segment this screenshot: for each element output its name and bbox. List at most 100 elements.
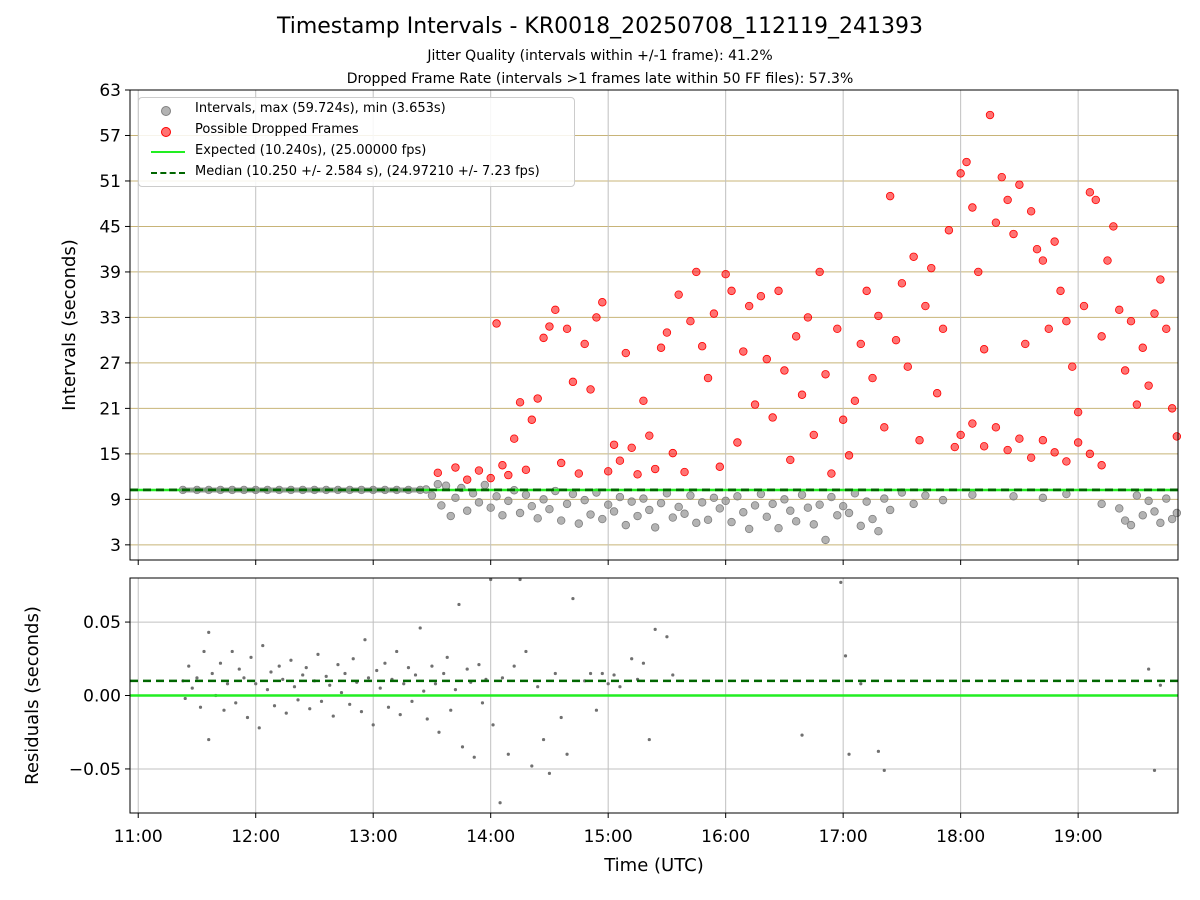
residual-point	[237, 667, 241, 671]
dropped-frame-point	[938, 324, 948, 333]
dropped-frame-point	[768, 413, 777, 422]
dropped-frame-point	[615, 456, 625, 465]
residual-point	[553, 671, 557, 676]
residual-point	[847, 752, 851, 756]
interval-point	[686, 491, 695, 500]
interval-point	[921, 491, 930, 500]
dropped-frame-point	[756, 291, 766, 301]
residual-point	[363, 638, 367, 642]
interval-point	[680, 509, 689, 518]
dropped-frame-point	[786, 455, 795, 465]
intervals-axes-frame	[129, 89, 1179, 561]
residual-point	[265, 688, 270, 692]
residual-point	[366, 676, 371, 680]
dropped-frame-subtitle: Dropped Frame Rate (intervals >1 frames …	[346, 71, 854, 87]
residual-point	[410, 699, 414, 703]
residuals-xtick-label: 12:00	[231, 827, 280, 847]
residual-point	[383, 661, 387, 665]
dropped-frame-point	[551, 305, 560, 315]
legend-label-intervals: Intervals, max (59.724s), min (3.653s)	[195, 101, 446, 116]
dropped-frame-point	[1009, 229, 1018, 239]
intervals-ylabel: Intervals (seconds)	[59, 239, 80, 411]
residual-point	[418, 626, 422, 630]
residual-point	[359, 710, 364, 714]
dropped-frame-point	[556, 458, 566, 468]
interval-point	[838, 501, 848, 511]
residual-point	[547, 771, 552, 775]
residual-point	[242, 676, 246, 680]
residual-point	[422, 689, 426, 693]
interval-point	[768, 499, 777, 509]
interval-point	[791, 517, 801, 526]
interval-point	[650, 523, 660, 532]
interval-point	[774, 523, 783, 533]
residuals-axes-frame	[129, 577, 1179, 814]
interval-point	[580, 495, 589, 505]
dropped-frame-point	[915, 436, 924, 445]
legend: Intervals, max (59.724s), min (3.653s) P…	[138, 97, 575, 187]
interval-point	[733, 492, 742, 501]
interval-point	[627, 497, 636, 506]
dropped-frame-point	[985, 110, 995, 120]
dropped-frame-point	[891, 335, 901, 345]
dropped-frame-point	[592, 313, 601, 322]
interval-point	[668, 513, 677, 522]
interval-point	[856, 521, 865, 531]
residuals-xtick-label: 18:00	[936, 827, 985, 847]
dropped-frame-point	[1044, 324, 1053, 333]
residual-point	[600, 671, 604, 676]
interval-point	[603, 500, 613, 509]
interval-point	[750, 501, 760, 510]
interval-point	[556, 516, 566, 525]
interval-point	[656, 498, 666, 508]
dropped-frame-point	[1091, 195, 1100, 205]
dropped-frame-point	[703, 373, 713, 383]
dropped-frame-point	[509, 434, 519, 443]
residual-point	[480, 701, 485, 705]
residual-point	[301, 673, 305, 677]
interval-point	[833, 511, 842, 520]
residual-point	[445, 655, 449, 659]
interval-point	[1156, 518, 1165, 528]
interval-point	[1115, 504, 1124, 513]
interval-point	[715, 504, 724, 513]
interval-point	[527, 501, 537, 511]
interval-point	[1126, 520, 1136, 530]
dropped-frame-point	[1144, 381, 1153, 390]
interval-point	[968, 490, 977, 500]
dropped-frame-point	[991, 423, 1001, 432]
interval-point	[809, 520, 818, 529]
dropped-frame-point	[956, 430, 965, 440]
dropped-frame-point	[656, 343, 666, 352]
dropped-frame-point	[739, 347, 748, 356]
residual-point	[618, 685, 622, 689]
interval-point	[462, 506, 472, 515]
residual-point	[304, 665, 308, 670]
interval-point	[515, 508, 525, 518]
residuals-xtick-label: 16:00	[701, 827, 750, 847]
residual-point	[453, 688, 458, 692]
legend-label-median: Median (10.250 +/- 2.584 s), (24.97210 +…	[195, 164, 540, 179]
residual-point	[477, 663, 481, 667]
residual-point	[641, 661, 646, 665]
dropped-frame-point	[1150, 309, 1159, 318]
interval-point	[786, 506, 795, 515]
dropped-frame-point	[1068, 362, 1077, 371]
dropped-frame-point	[1026, 207, 1036, 216]
residual-point	[222, 708, 226, 712]
residual-point	[371, 723, 375, 727]
interval-point	[446, 511, 455, 521]
interval-point	[909, 499, 918, 509]
chart-title: Timestamp Intervals - KR0018_20250708_11…	[276, 14, 924, 39]
dropped-frame-point	[744, 301, 754, 311]
residual-point	[606, 682, 610, 686]
dropped-frame-point	[1038, 256, 1048, 265]
interval-point	[1132, 491, 1142, 500]
residual-point	[202, 649, 206, 654]
legend-solid-line-icon	[151, 151, 185, 153]
interval-point	[821, 535, 830, 545]
interval-point	[874, 526, 883, 536]
dropped-frame-point	[621, 348, 631, 358]
residual-point	[571, 596, 575, 601]
